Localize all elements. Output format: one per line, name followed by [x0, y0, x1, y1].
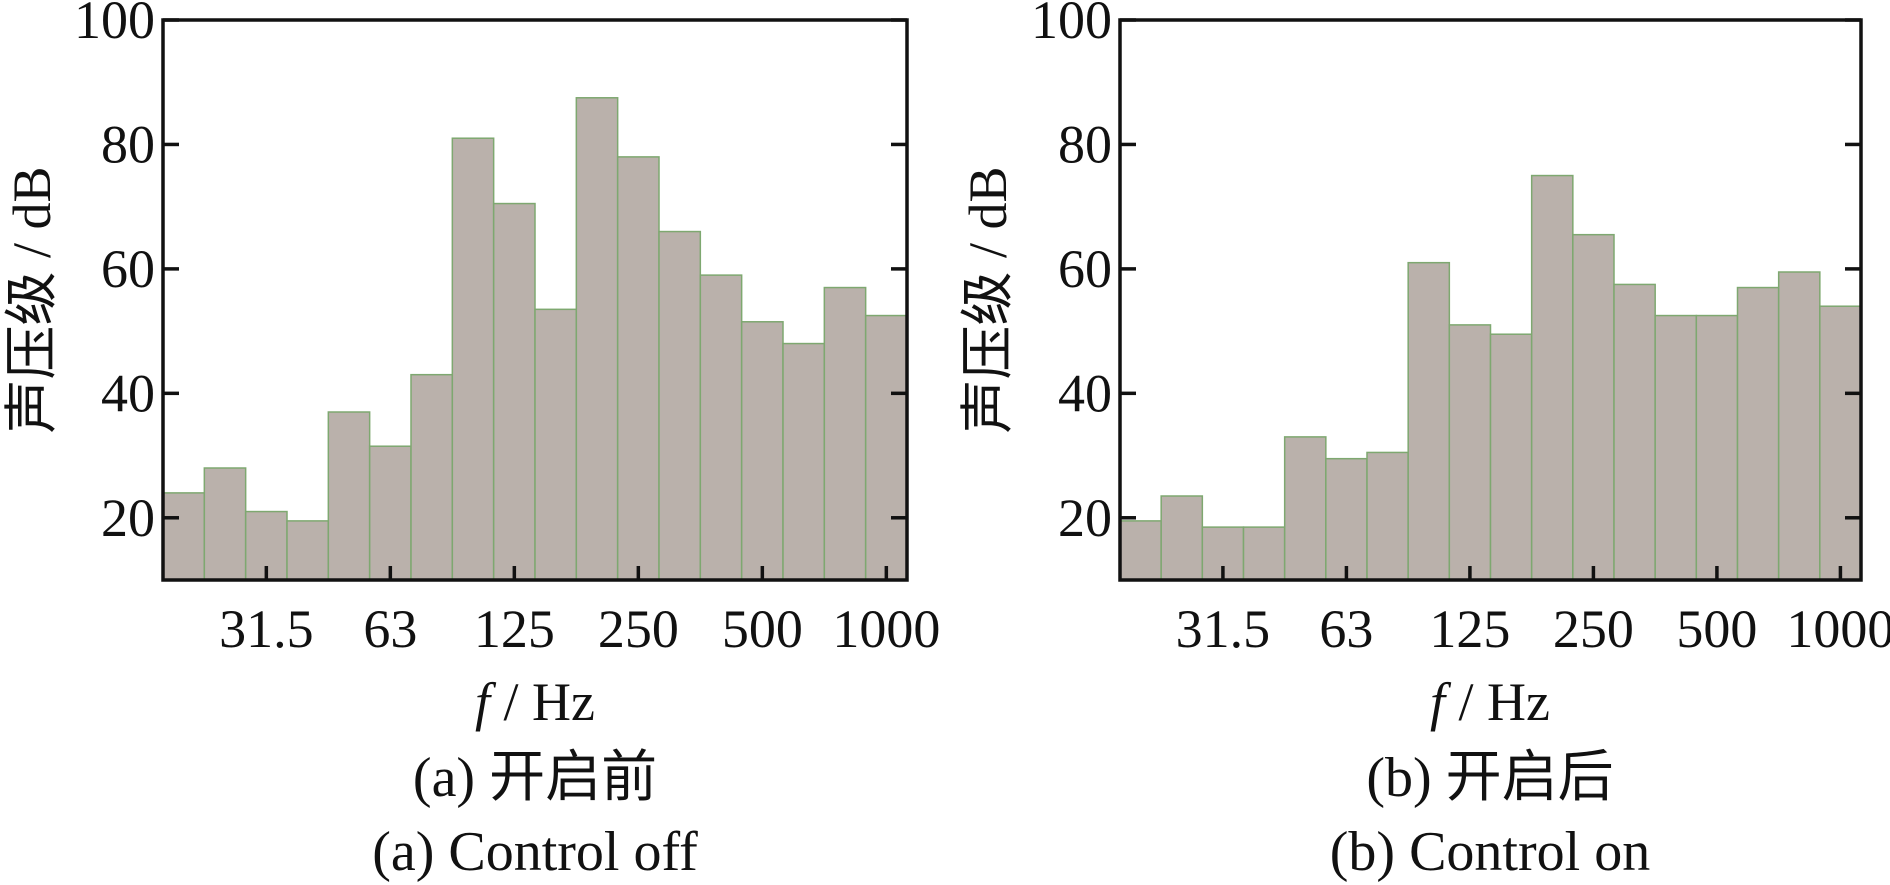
bar-315 [658, 230, 702, 581]
x-axis-label: f / Hz [475, 672, 595, 732]
bar-25 [203, 467, 247, 581]
x-tick-label: 250 [1553, 599, 1634, 659]
bar-25 [1160, 495, 1204, 581]
x-tick-label: 500 [1676, 599, 1757, 659]
bar-100 [1407, 261, 1451, 581]
bar-125 [492, 202, 536, 581]
bar-200 [1530, 174, 1574, 581]
plot-frame [1118, 18, 1863, 582]
bar-250 [1572, 233, 1615, 581]
x-tick-label: 125 [1429, 599, 1510, 659]
bar-100 [451, 137, 495, 581]
x-tick-label: 31.5 [219, 599, 314, 659]
bar-40 [1242, 526, 1286, 581]
bar-1000 [864, 314, 908, 581]
x-tick-label: 500 [722, 599, 803, 659]
bar-800 [823, 286, 867, 581]
y-axis-label: 声压级 / dB [2, 166, 62, 433]
bar-160 [1489, 333, 1533, 581]
caption-english: (a) Control off [372, 821, 698, 883]
bar-20 [1119, 520, 1162, 581]
bar-50 [1283, 436, 1327, 581]
bar-400 [699, 274, 743, 581]
bar-125 [1448, 324, 1492, 581]
caption-chinese: (a) 开启前 [413, 747, 657, 809]
bar-630 [782, 342, 826, 581]
bar-500 [1695, 314, 1739, 581]
bar-160 [534, 308, 578, 581]
chart-panel-b: 20 40 60 80 100 31.5 63 125 250 500 1000 f / Hz 声压级 … [958, 0, 1890, 883]
y-tick-label: 80 [101, 114, 155, 174]
bar-80 [1366, 451, 1409, 581]
bar-200 [575, 97, 619, 581]
y-tick-label: 40 [101, 363, 155, 423]
bar-800 [1777, 271, 1821, 581]
y-tick-label: 40 [1058, 363, 1112, 423]
bar-400 [1654, 314, 1698, 581]
chart-panel-a: 20 40 60 80 100 31.5 63 125 250 500 1000 f / Hz 声压级 … [2, 0, 940, 883]
x-tick-label: 1000 [1786, 599, 1890, 659]
bar-630 [1736, 286, 1780, 581]
y-tick-label: 20 [1058, 488, 1112, 548]
bar-40 [286, 520, 330, 581]
plot-frame [161, 18, 909, 582]
x-tick-label: 250 [598, 599, 679, 659]
bar-500 [740, 321, 784, 581]
x-axis-label: f / Hz [1430, 672, 1550, 732]
bar-250 [616, 156, 660, 581]
x-tick-label: 31.5 [1176, 599, 1271, 659]
y-tick-label: 60 [101, 239, 155, 299]
y-tick-label: 100 [74, 0, 155, 50]
x-tick-label: 63 [363, 599, 417, 659]
bar-80 [410, 373, 454, 581]
y-tick-label: 60 [1058, 239, 1112, 299]
bar-20 [162, 492, 206, 581]
x-tick-label: 125 [474, 599, 555, 659]
bar-315 [1613, 283, 1656, 581]
y-axis-label: 声压级 / dB [958, 166, 1018, 433]
y-tick-label: 20 [101, 488, 155, 548]
bar-63 [368, 445, 412, 581]
bar-50 [327, 411, 371, 581]
y-tick-label: 100 [1031, 0, 1112, 50]
x-tick-label: 63 [1319, 599, 1373, 659]
y-tick-label: 80 [1058, 114, 1112, 174]
bar-63 [1325, 457, 1368, 581]
x-tick-label: 1000 [832, 599, 940, 659]
caption-chinese: (b) 开启后 [1366, 747, 1613, 809]
bar-1000 [1819, 305, 1862, 581]
caption-english: (b) Control on [1330, 821, 1650, 883]
